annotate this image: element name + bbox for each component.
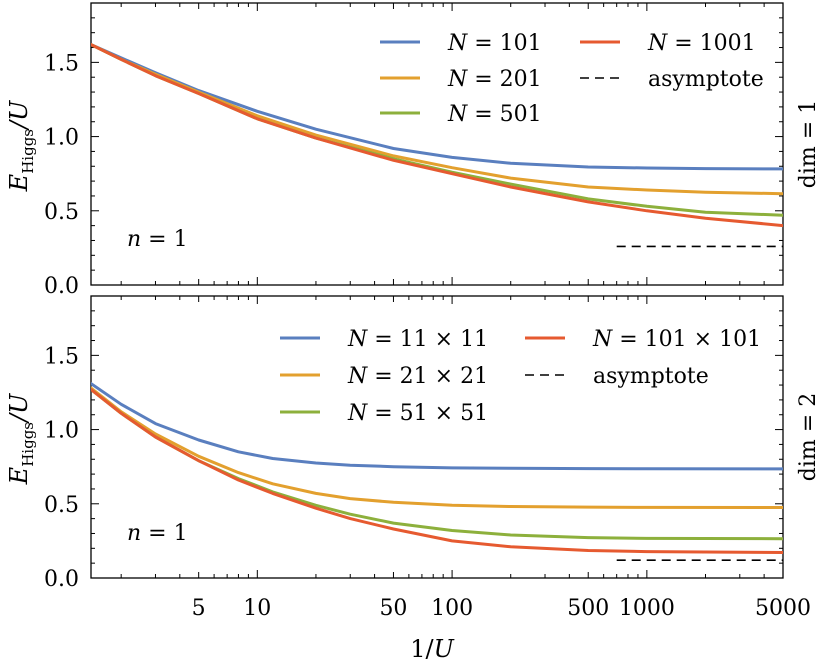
legend-label-text: = 501 [467,102,541,127]
y-label-sub: Higgs [19,422,37,467]
plot-frame [90,2,784,286]
series-line-1 [91,43,783,171]
legend-label-2: N = 21 × 21 [347,364,488,389]
legend-label-3: N = 501 [447,102,542,127]
legend-label-4: N = 101 × 101 [592,327,761,352]
x-tick-label: 10 [243,596,271,621]
legend-label-1: N = 101 [447,31,542,56]
legend-label-var: N [447,102,468,127]
legend-label-2: N = 201 [447,67,542,92]
annotation-value: = 1 [141,227,187,252]
series-line-4 [91,388,783,554]
x-tick-label: 500 [567,596,609,621]
x-tick-label: 1000 [619,596,675,621]
y-axis-label: EHiggs/U [5,393,37,485]
y-label-main: E [5,466,33,485]
legend-label-1: N = 11 × 11 [347,327,488,352]
y-tick-label: 0.5 [44,200,79,225]
legend-label-5: asymptote [593,364,709,389]
legend-label-var: N [447,67,468,92]
legend-label-var: N [347,364,368,389]
legend-label-4: N = 1001 [647,31,756,56]
y-label-rest: /U [5,100,33,131]
y-tick-label: 0.0 [44,274,79,299]
annotation-var: n [127,227,141,252]
legend-label-var: N [592,327,613,352]
panel-2: 0.0 0.5 1.0 1.5 5 10 50 100 500 1000 5000 N = 11 × … [5,295,821,663]
legend-label-text: = 11 × 11 [367,327,488,352]
legend-label-text: = 101 [467,31,541,56]
y-label-main: E [5,173,33,192]
y-tick-label: 1.5 [44,51,79,76]
legend-label-text: asymptote [648,67,764,92]
plot-frame [90,295,784,579]
legend-label-text: = 101 × 101 [612,327,761,352]
annotation-var: n [127,521,141,546]
y-label-rest: /U [5,393,33,424]
y-label-sub: Higgs [19,129,37,174]
legend-label-text: = 1001 [667,31,755,56]
legend-label-var: N [347,327,368,352]
legend-label-text: = 51 × 51 [367,401,488,426]
legend-label-text: asymptote [593,364,709,389]
series-line-2 [91,386,783,509]
series-line-1 [91,382,783,471]
y-tick-label: 1.5 [44,344,79,369]
x-tick-label: 100 [431,596,473,621]
panel-label: dim = 2 [796,393,821,481]
x-label-var: U [434,635,455,663]
x-tick-label: 5 [192,596,206,621]
legend-label-text: = 21 × 21 [367,364,488,389]
x-axis-label: 1/U [410,635,454,663]
annotation-value: = 1 [141,521,187,546]
legend-label-3: N = 51 × 51 [347,401,488,426]
x-tick-label: 50 [379,596,407,621]
legend-label-var: N [447,31,468,56]
series-line-4 [91,43,783,228]
y-tick-label: 0.5 [44,493,79,518]
y-tick-label: 1.0 [44,126,79,151]
x-tick-label: 5000 [755,596,811,621]
legend-label-text: = 201 [467,67,541,92]
annotation: n = 1 [127,227,188,252]
panel-label: dim = 1 [796,100,821,188]
x-label-main: 1/ [410,635,434,663]
y-axis-label: EHiggs/U [5,100,37,192]
annotation: n = 1 [127,521,188,546]
legend-label-var: N [347,401,368,426]
legend-label-var: N [647,31,668,56]
legend-label-5: asymptote [648,67,764,92]
y-tick-label: 0.0 [44,567,79,592]
y-tick-label: 1.0 [44,419,79,444]
